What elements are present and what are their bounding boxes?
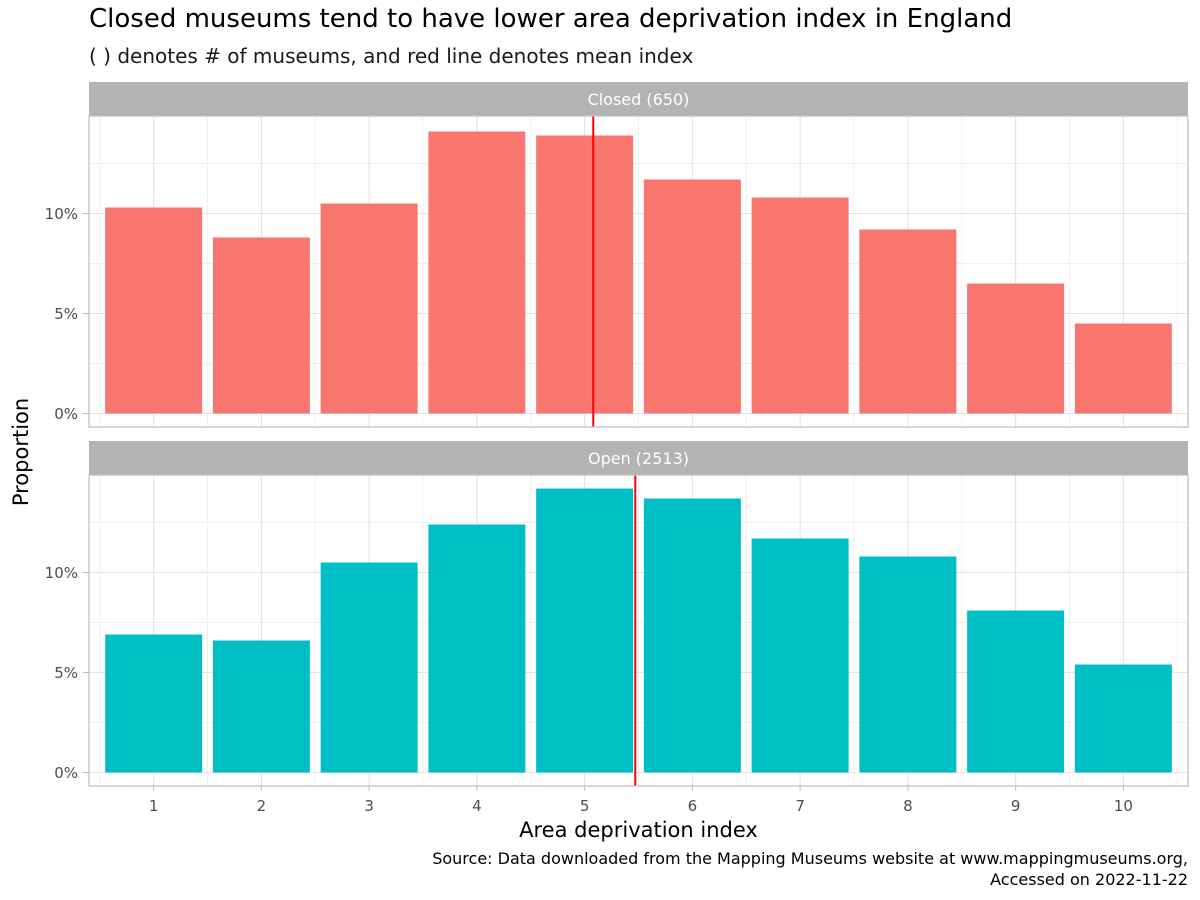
x-tick-label-9: 9: [1011, 797, 1021, 815]
chart-subtitle: ( ) denotes # of museums, and red line d…: [89, 44, 694, 68]
bar-1-3: [320, 203, 418, 414]
y-axis-title: Proportion: [9, 398, 33, 506]
caption-line-1: Source: Data downloaded from the Mapping…: [432, 849, 1188, 868]
y-tick-label-1-10%: 10%: [45, 205, 78, 223]
bar-1-5: [536, 135, 634, 414]
bar-1-1: [105, 207, 203, 414]
x-tick-label-10: 10: [1114, 797, 1133, 815]
y-tick-label-1-0%: 0%: [54, 405, 78, 423]
bar-1-2: [212, 237, 310, 414]
bar-1-9: [967, 283, 1065, 414]
bar-1-7: [751, 197, 849, 414]
chart-title: Closed museums tend to have lower area d…: [89, 4, 1013, 34]
bar-2-7: [751, 538, 849, 773]
x-tick-label-2: 2: [257, 797, 267, 815]
bar-2-8: [859, 556, 957, 773]
bar-1-8: [859, 229, 957, 414]
x-tick-label-5: 5: [580, 797, 590, 815]
x-axis-title: Area deprivation index: [519, 818, 758, 842]
x-tick-label-6: 6: [688, 797, 698, 815]
facet-strip-2: [89, 441, 1188, 475]
bar-2-5: [536, 488, 634, 773]
x-tick-label-1: 1: [149, 797, 159, 815]
bar-2-10: [1074, 664, 1172, 773]
y-tick-label-2-0%: 0%: [54, 764, 78, 782]
caption-line-2: Accessed on 2022-11-22: [990, 870, 1188, 889]
facet-strip-1: [89, 82, 1188, 116]
bar-1-4: [428, 131, 526, 414]
x-tick-label-4: 4: [472, 797, 482, 815]
bar-2-4: [428, 524, 526, 773]
bar-2-1: [105, 634, 203, 773]
y-tick-label-1-5%: 5%: [54, 305, 78, 323]
bar-1-10: [1074, 323, 1172, 414]
bar-2-2: [212, 640, 310, 773]
y-tick-label-2-5%: 5%: [54, 664, 78, 682]
x-tick-label-7: 7: [795, 797, 805, 815]
bar-2-6: [643, 498, 741, 773]
panel-border-2: [88, 474, 1189, 787]
facet-strip-label-2: Open (2513): [588, 449, 689, 468]
x-tick-label-3: 3: [364, 797, 374, 815]
y-tick-label-2-10%: 10%: [45, 564, 78, 582]
bar-1-6: [643, 179, 741, 414]
x-tick-label-8: 8: [903, 797, 913, 815]
facet-strip-label-1: Closed (650): [588, 90, 690, 109]
chart-caption: Source: Data downloaded from the Mapping…: [432, 848, 1188, 890]
bar-2-3: [320, 562, 418, 773]
panel-border-1: [88, 115, 1189, 428]
bar-2-9: [967, 610, 1065, 773]
